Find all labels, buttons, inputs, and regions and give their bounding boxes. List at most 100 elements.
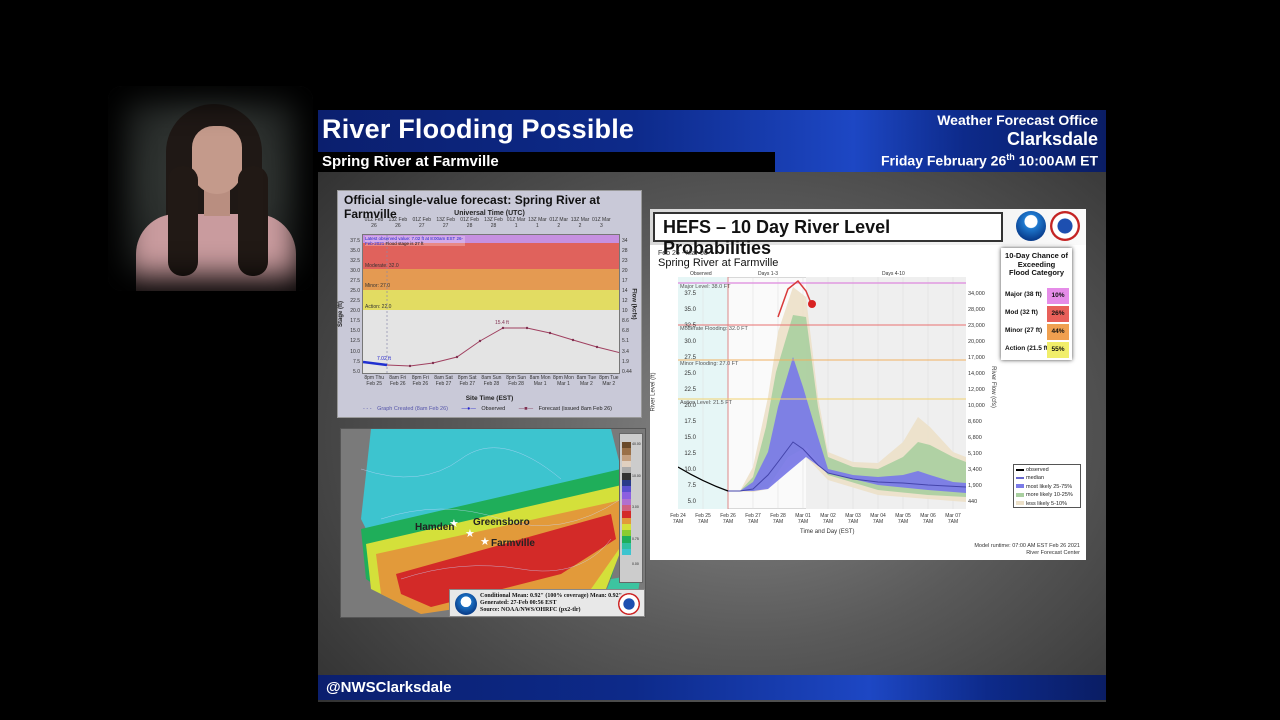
river-level-axis-title: River Level (ft) [650,372,657,412]
stage-axis-title: Stage (ft) [338,301,344,327]
hefs-plot-area [678,277,966,509]
category-percent: 26% [1047,306,1069,322]
city-star-icon: ★ [480,536,490,548]
runtime-line: Model runtime: 07:00 AM EST Feb 26 2021 [974,543,1080,549]
utc-tick: 13Z Feb 28 [484,217,503,229]
slide-header: River Flooding Possible Spring River at … [318,110,1106,172]
y-tick: 30.0 [350,268,360,275]
x-tick: Mar 02 7AM [820,513,836,525]
legend-observed: observed [1016,466,1078,474]
y-tick: 37.5 [350,238,360,244]
table-row-moderate: Mod (32 ft) 26% [1005,306,1069,322]
flow-y-ticks: 34 28 23 20 17 14 12 10 8.6 6.8 5.1 3.4 … [622,236,640,377]
scale-swatch [622,536,631,543]
y-tick: 14 [622,288,628,295]
x-tick: 8pm Tue Mar 2 [599,375,619,387]
precip-bands [341,429,645,617]
scale-tick: 3.00 [632,505,639,509]
presenter-webcam [108,86,313,291]
y-tick: 10,000 [968,403,985,409]
y-tick: 20.0 [350,308,360,315]
title-line: Flood Category [1008,268,1064,277]
city-star-icon: ★ [465,528,475,540]
slide-footer: @NWSClarksdale [318,675,1106,700]
table-title: 10-Day Chance of Exceeding Flood Categor… [1001,251,1072,278]
x-tick: 8am Sat Feb 27 [434,375,453,387]
peak-value-label: 15.4 ft [495,320,509,326]
y-tick: 23 [622,258,628,265]
x-tick: Feb 24 7AM [670,513,686,525]
legend-more-likely: more likely 10-25% [1016,491,1078,499]
y-tick: 22.5 [684,387,696,393]
legend-label: most likely 25-75% [1026,483,1073,490]
minor-band-label: Minor: 27.0 [365,283,391,289]
y-tick: 34 [622,238,628,244]
category-label: Mod (32 ft) [1005,309,1038,316]
x-tick: 8pm Thu Feb 25 [364,375,385,387]
minor-level-label: Minor Flooding: 27.0 FT [680,361,739,367]
briefing-date: Friday February 26th 10:00AM ET [881,152,1098,169]
category-label: Action (21.5 ft) [1005,345,1051,352]
slide-title: River Flooding Possible [322,114,635,144]
precipitation-map: ★ Hamden ★ Greensboro ★ Farmville [340,428,646,618]
scale-tick: 40.00 [632,442,641,446]
y-tick: 17,000 [968,355,985,361]
legend-label: observed [1026,467,1049,473]
y-tick: 23,000 [968,323,985,329]
city-star-icon: ★ [449,518,459,530]
flood-category-table: 10-Day Chance of Exceeding Flood Categor… [1001,248,1072,360]
noaa-logo-icon [455,593,477,615]
action-band [363,290,619,310]
hefs-x-axis-title: Time and Day (EST) [800,529,855,535]
y-tick: 7.5 [353,358,360,365]
x-tick: 8pm Sat Feb 27 [457,375,477,387]
observed-value-label: 7.02 ft [377,356,391,362]
utc-tick: 01Z Mar 2 [549,217,569,229]
scale-swatch [622,523,631,531]
y-tick: 5.1 [622,338,629,345]
x-tick: 8pm Mon Mar 1 [553,375,574,387]
x-tick: Feb 28 7AM [770,513,786,525]
segment-observed: Observed [690,271,712,277]
legend-forecast: —■— Forecast (issued 8am Feb 26) [518,406,613,412]
flow-axis-title: Flow (kcfs) [630,288,637,320]
precip-color-scale: 40.00 10.00 3.00 0.75 0.00 [619,433,643,583]
y-tick: 34,000 [968,291,985,297]
legend-label: median [1026,475,1045,482]
utc-tick: 01Z Mar 3 [592,217,611,229]
legend-label: Observed [481,406,506,412]
y-tick: 20 [622,268,628,275]
presenter-neck [204,190,230,216]
legend-observed: —●— Observed [461,406,506,412]
river-flow-axis-title: River Flow (cfs) [989,366,996,408]
x-tick: Mar 05 7AM [895,513,911,525]
x-tick: 8am Fri Feb 26 [389,375,407,387]
utc-tick: 01Z Feb 26 [364,217,384,229]
y-tick: 25.0 [350,288,360,295]
caption-line: Generated: 27-Feb 00:56 EST [480,600,557,606]
utc-tick: 01Z Feb 27 [412,217,432,229]
hefs-legend: observed median most likely 25-75% more … [1013,464,1081,508]
y-tick: 15.0 [350,328,360,335]
scale-swatch [622,467,631,474]
nws-logo-icon [1050,211,1080,241]
caption-text: Conditional Mean: 0.92" (100% coverage) … [480,593,622,614]
x-tick: Mar 06 7AM [920,513,936,525]
scale-swatch [622,492,631,499]
table-row-minor: Minor (27 ft) 44% [1005,324,1069,340]
scale-swatch [622,542,631,550]
scale-tick: 0.75 [632,537,639,541]
action-level-label: Action Level: 21.5 FT [680,400,732,406]
x-tick: Feb 25 7AM [695,513,711,525]
y-tick: 7.5 [687,483,696,489]
briefing-slide: River Flooding Possible Spring River at … [318,110,1106,702]
y-tick: 440 [968,499,978,505]
y-tick: 27.5 [350,278,360,285]
x-tick: Mar 07 7AM [945,513,961,525]
x-tick: 8am Tue Mar 2 [576,375,597,387]
scale-tick: 0.00 [632,562,639,566]
social-handle: @NWSClarksdale [326,679,452,696]
y-tick: 17 [622,278,628,285]
latest-observed-text: Latest observed value: 7.02 ft at 8:00am… [365,236,463,246]
y-tick: 6.8 [622,328,629,335]
